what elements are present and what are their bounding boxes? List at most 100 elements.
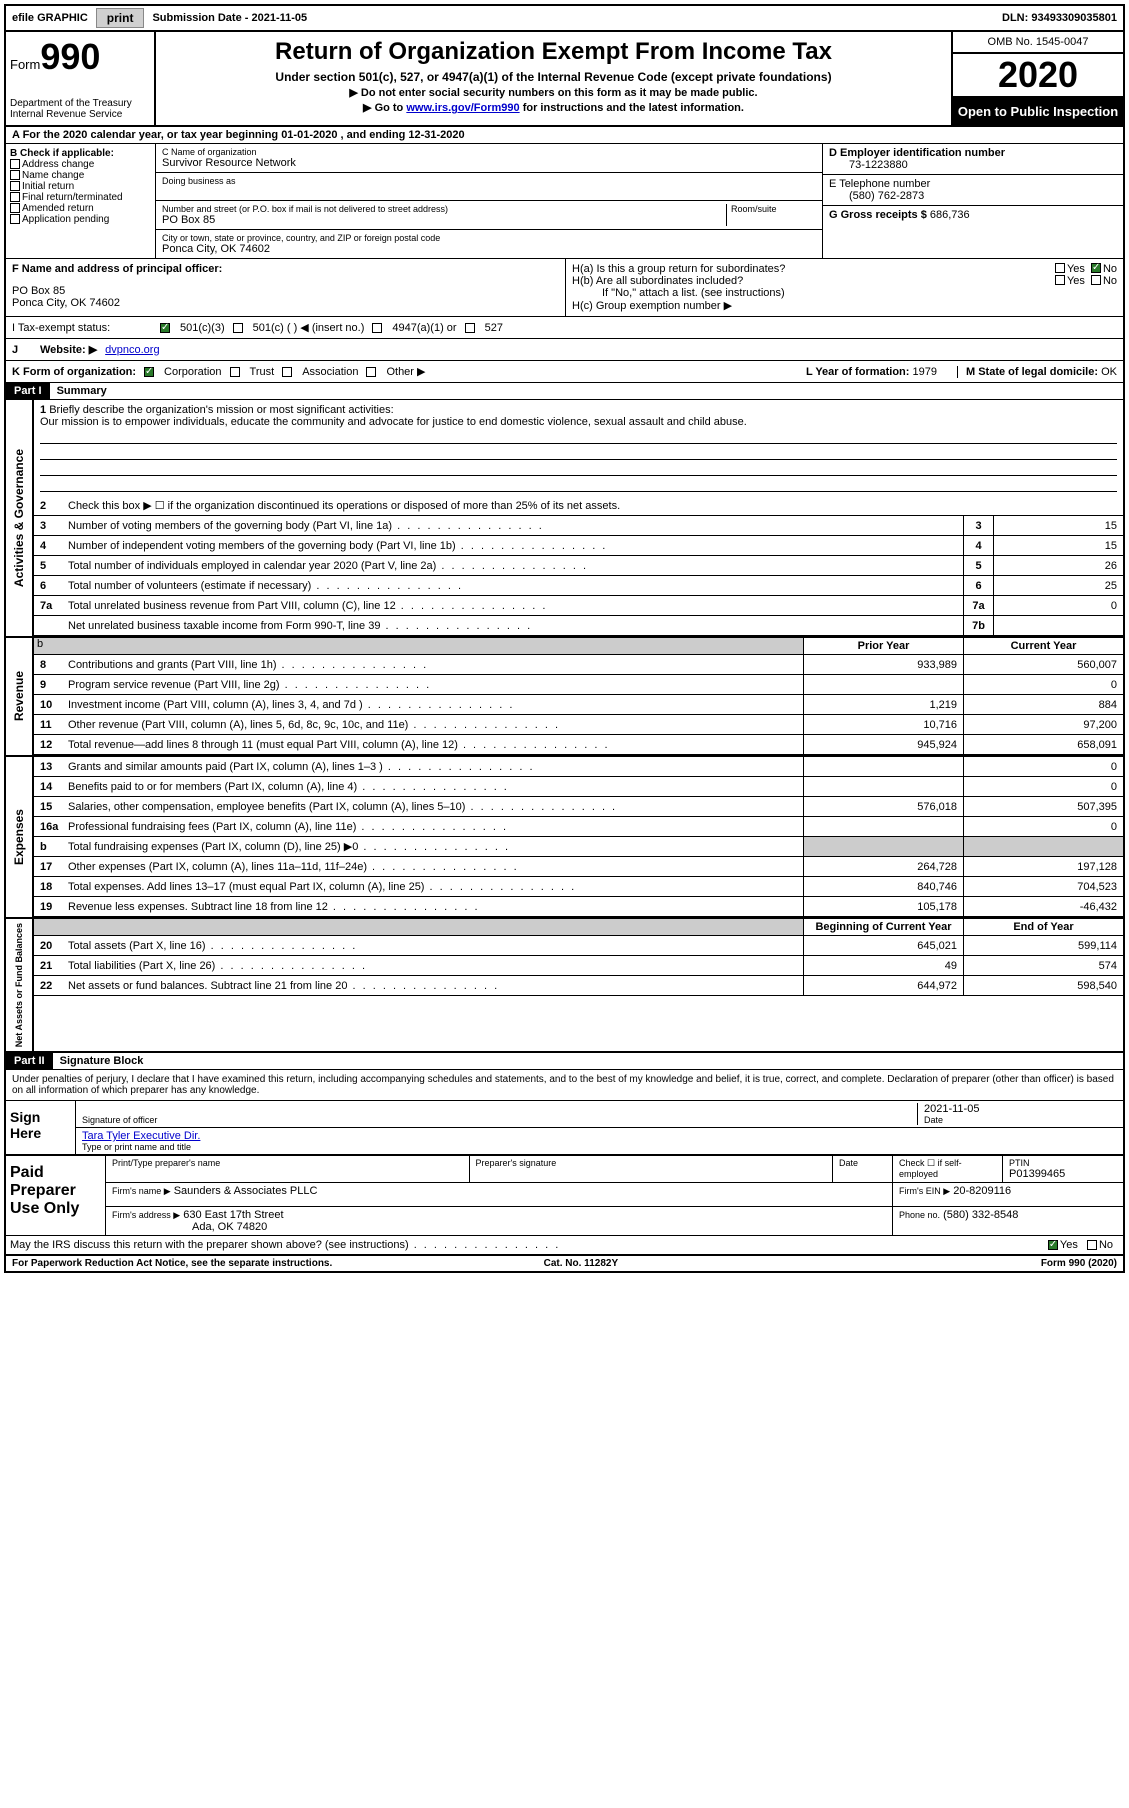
prep-h1: Print/Type preparer's name (106, 1156, 470, 1182)
mission-box: 1 Briefly describe the organization's mi… (34, 400, 1123, 496)
check-final[interactable] (10, 192, 20, 202)
hb-yes-l: Yes (1067, 275, 1085, 287)
check-initial[interactable] (10, 181, 20, 191)
subtitle-2: ▶ Do not enter social security numbers o… (162, 86, 945, 99)
tes-527-chk[interactable] (465, 323, 475, 333)
k-corp-chk[interactable] (144, 367, 154, 377)
prep-h3: Date (833, 1156, 893, 1182)
data-line: 16aProfessional fundraising fees (Part I… (34, 817, 1123, 837)
ag-line: 5Total number of individuals employed in… (34, 556, 1123, 576)
sign-here: Sign Here (6, 1101, 76, 1154)
subtitle-1: Under section 501(c), 527, or 4947(a)(1)… (162, 70, 945, 84)
f-label: F Name and address of principal officer: (12, 263, 559, 275)
tes-4947-chk[interactable] (372, 323, 382, 333)
addr-val: PO Box 85 (162, 214, 726, 226)
hb-note: If "No," attach a list. (see instruction… (572, 287, 1117, 299)
data-line: 9Program service revenue (Part VIII, lin… (34, 675, 1123, 695)
phone-val: (580) 762-2873 (829, 190, 1117, 202)
col-prior: Prior Year (803, 638, 963, 654)
k-trust: Trust (250, 366, 275, 378)
tax-year: 2020 (953, 54, 1123, 98)
f-officer: F Name and address of principal officer:… (6, 259, 566, 316)
ha-no-l: No (1103, 263, 1117, 275)
check-address[interactable] (10, 159, 20, 169)
prep-h2: Preparer's signature (470, 1156, 834, 1182)
ha-yes-l: Yes (1067, 263, 1085, 275)
m-label: M State of legal domicile: (966, 366, 1098, 378)
check-name[interactable] (10, 170, 20, 180)
hb-yes[interactable] (1055, 275, 1065, 285)
lbl-amended: Amended return (22, 203, 94, 214)
col-eoy: End of Year (963, 919, 1123, 935)
gross-row: G Gross receipts $ 686,736 (823, 206, 1123, 234)
preparer-row: Paid Preparer Use Only Print/Type prepar… (6, 1154, 1123, 1235)
col-right: D Employer identification number 73-1223… (823, 144, 1123, 258)
data-line: 11Other revenue (Part VIII, column (A), … (34, 715, 1123, 735)
revenue-section: Revenue b Prior Year Current Year 8Contr… (6, 638, 1123, 757)
ha-label: H(a) Is this a group return for subordin… (572, 263, 1055, 275)
part2-header: Part II Signature Block (6, 1053, 1123, 1070)
l-label: L Year of formation: (806, 366, 910, 378)
room-label: Room/suite (731, 204, 816, 214)
ph-label: Phone no. (899, 1210, 940, 1220)
firm-addr1: 630 East 17th Street (183, 1209, 283, 1221)
firm-addr-l: Firm's address ▶ (112, 1210, 180, 1220)
org-name: Survivor Resource Network (162, 157, 816, 169)
part2-title: Signature Block (56, 1055, 144, 1067)
discuss-label: May the IRS discuss this return with the… (6, 1237, 1038, 1253)
print-button[interactable]: print (96, 8, 145, 28)
prep-ptin: P01399465 (1009, 1168, 1117, 1180)
data-line: 13Grants and similar amounts paid (Part … (34, 757, 1123, 777)
footer-left: For Paperwork Reduction Act Notice, see … (12, 1258, 332, 1269)
form-title: Return of Organization Exempt From Incom… (162, 38, 945, 66)
f-val1: PO Box 85 (12, 285, 559, 297)
sig-date: 2021-11-05 (924, 1103, 1117, 1115)
h-section: H(a) Is this a group return for subordin… (566, 259, 1123, 316)
website-link[interactable]: dvpnco.org (105, 344, 159, 356)
g-label: G Gross receipts $ (829, 209, 927, 221)
officer-name[interactable]: Tara Tyler Executive Dir. (82, 1130, 200, 1142)
fg-row: F Name and address of principal officer:… (6, 259, 1123, 317)
ha-yes[interactable] (1055, 263, 1065, 273)
k-label: K Form of organization: (12, 366, 136, 378)
ag-line: 7aTotal unrelated business revenue from … (34, 596, 1123, 616)
hb-no-l: No (1103, 275, 1117, 287)
part1-title: Summary (53, 385, 107, 397)
k-assoc-chk[interactable] (282, 367, 292, 377)
korg-row: K Form of organization: Corporation Trus… (6, 361, 1123, 383)
omb-number: OMB No. 1545-0047 (953, 32, 1123, 54)
dept-label: Department of the Treasury Internal Reve… (10, 98, 150, 120)
tes-501c3-chk[interactable] (160, 323, 170, 333)
header-right: OMB No. 1545-0047 2020 Open to Public In… (953, 32, 1123, 125)
hb-no[interactable] (1091, 275, 1101, 285)
sig-date-label: Date (924, 1115, 1117, 1125)
ag-line: Net unrelated business taxable income fr… (34, 616, 1123, 636)
tes-501c-chk[interactable] (233, 323, 243, 333)
data-line: 21Total liabilities (Part X, line 26)495… (34, 956, 1123, 976)
discuss-yes[interactable] (1048, 1240, 1058, 1250)
k-other-chk[interactable] (366, 367, 376, 377)
lbl-address: Address change (22, 159, 94, 170)
hc-label: H(c) Group exemption number ▶ (572, 299, 1117, 312)
footer-mid: Cat. No. 11282Y (544, 1258, 618, 1269)
tes-label: Tax-exempt status: (18, 322, 110, 334)
ha-no[interactable] (1091, 263, 1101, 273)
ein-row: D Employer identification number 73-1223… (823, 144, 1123, 175)
firm-addr2: Ada, OK 74820 (112, 1221, 267, 1233)
gross-val: 686,736 (930, 209, 970, 221)
k-corp: Corporation (164, 366, 221, 378)
check-pending[interactable] (10, 214, 20, 224)
k-trust-chk[interactable] (230, 367, 240, 377)
dln-label: DLN: 93493309035801 (996, 10, 1123, 26)
tes-501c: 501(c) ( ) ◀ (insert no.) (253, 321, 365, 334)
check-amended[interactable] (10, 203, 20, 213)
addr-label: Number and street (or P.O. box if mail i… (162, 204, 726, 214)
city-val: Ponca City, OK 74602 (162, 243, 816, 255)
mission-text: Our mission is to empower individuals, e… (40, 416, 1117, 428)
data-line: 14Benefits paid to or for members (Part … (34, 777, 1123, 797)
org-name-row: C Name of organization Survivor Resource… (156, 144, 822, 173)
form990-link[interactable]: www.irs.gov/Form990 (406, 102, 519, 114)
discuss-no[interactable] (1087, 1240, 1097, 1250)
ein-label: Firm's EIN ▶ (899, 1186, 950, 1196)
main-info-block: B Check if applicable: Address change Na… (6, 144, 1123, 259)
